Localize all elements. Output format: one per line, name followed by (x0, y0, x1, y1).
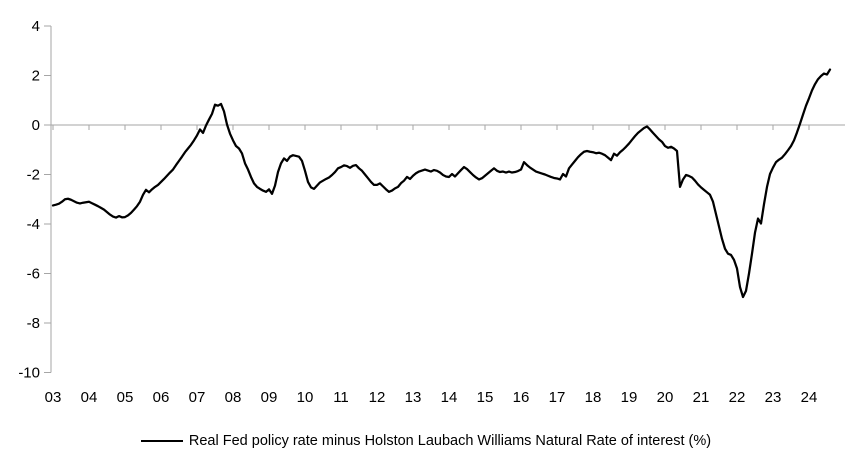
x-axis-label: 23 (765, 389, 782, 406)
x-axis-label: 08 (225, 389, 242, 406)
x-axis-label: 05 (117, 389, 134, 406)
x-axis-label: 14 (441, 389, 458, 406)
x-axis-label: 17 (549, 389, 566, 406)
y-axis-label: 4 (32, 18, 40, 35)
x-axis-label: 06 (153, 389, 170, 406)
y-axis-label: -6 (27, 266, 40, 283)
x-axis-label: 04 (81, 389, 98, 406)
x-axis-label: 22 (729, 389, 746, 406)
x-axis-label: 12 (369, 389, 386, 406)
x-axis-label: 21 (693, 389, 710, 406)
y-axis-label: -4 (27, 216, 40, 233)
y-axis-label: 2 (32, 68, 40, 85)
x-axis-label: 19 (621, 389, 638, 406)
x-axis-label: 13 (405, 389, 422, 406)
x-axis-label: 10 (297, 389, 314, 406)
x-axis-label: 24 (801, 389, 818, 406)
y-axis-label: -10 (18, 365, 40, 382)
legend-label: Real Fed policy rate minus Holston Lauba… (188, 433, 712, 449)
x-axis-label: 18 (585, 389, 602, 406)
legend: Real Fed policy rate minus Holston Lauba… (0, 433, 852, 449)
x-axis-label: 16 (513, 389, 530, 406)
x-axis-label: 20 (657, 389, 674, 406)
x-axis-label: 15 (477, 389, 494, 406)
x-axis-label: 07 (189, 389, 206, 406)
x-axis-label: 09 (261, 389, 278, 406)
series-line (51, 68, 832, 299)
legend-line-swatch (140, 440, 183, 442)
y-axis-label: -8 (27, 315, 40, 332)
x-axis-label: 11 (333, 389, 349, 406)
y-axis-label: 0 (32, 117, 40, 134)
x-axis-label: 03 (45, 389, 62, 406)
y-axis-label: -2 (27, 167, 40, 184)
